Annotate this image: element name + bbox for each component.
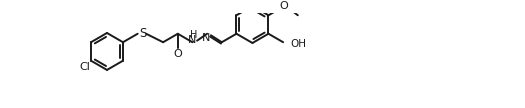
Text: O: O [279, 1, 288, 11]
Text: S: S [139, 27, 146, 40]
Text: N: N [187, 35, 196, 45]
Text: OH: OH [290, 39, 306, 49]
Text: Cl: Cl [79, 62, 90, 72]
Text: N: N [202, 33, 211, 43]
Text: O: O [173, 48, 182, 59]
Text: H: H [190, 29, 197, 40]
